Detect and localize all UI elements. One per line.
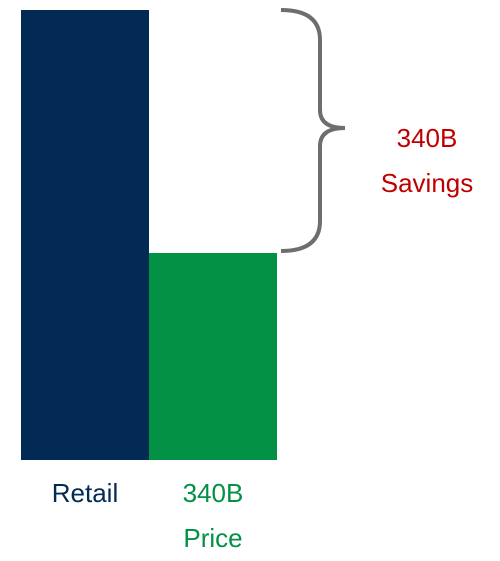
annotation: 340B Savings xyxy=(380,123,474,198)
category-label: 340B Price xyxy=(182,478,244,553)
bar xyxy=(149,253,277,460)
category-label: Retail xyxy=(51,478,119,508)
brace xyxy=(280,8,346,253)
bar xyxy=(21,10,149,460)
